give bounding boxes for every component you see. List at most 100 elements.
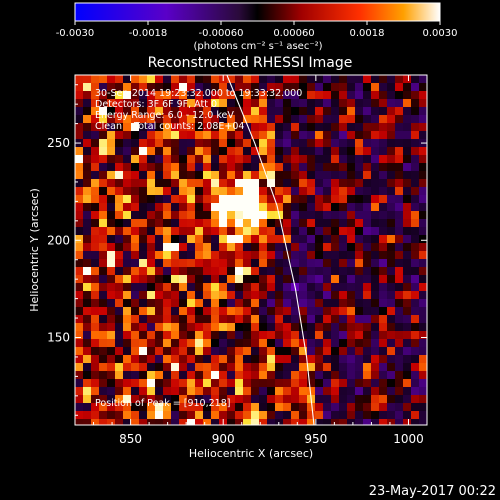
heatmap-cell <box>323 107 332 116</box>
heatmap-cell <box>299 259 308 268</box>
heatmap-cell <box>355 235 364 244</box>
heatmap-cell <box>283 411 292 420</box>
heatmap-cell <box>219 155 228 164</box>
heatmap-cell <box>411 403 420 412</box>
heatmap-cell <box>83 123 92 132</box>
heatmap-cell <box>419 331 427 340</box>
heatmap-cell <box>251 235 260 244</box>
heatmap-cell <box>259 235 268 244</box>
heatmap-cell <box>331 91 340 100</box>
heatmap-cell <box>163 171 172 180</box>
heatmap-cell <box>83 227 92 236</box>
heatmap-cell <box>347 75 356 84</box>
heatmap-cell <box>179 195 188 204</box>
heatmap-cell <box>115 147 124 156</box>
heatmap-cell <box>123 347 132 356</box>
heatmap-cell <box>267 99 276 108</box>
heatmap-cell <box>331 283 340 292</box>
heatmap-cell <box>235 75 244 84</box>
heatmap-cell <box>259 75 268 84</box>
heatmap-cell <box>123 171 132 180</box>
heatmap-cell <box>283 339 292 348</box>
heatmap-cell <box>307 91 316 100</box>
heatmap-cell <box>211 147 220 156</box>
heatmap-cell <box>419 195 427 204</box>
heatmap-cell <box>187 251 196 260</box>
heatmap-cell <box>163 387 172 396</box>
heatmap-cell <box>171 115 180 124</box>
heatmap-cell <box>219 371 228 380</box>
heatmap-cell <box>91 227 100 236</box>
heatmap-cell <box>91 347 100 356</box>
heatmap-cell <box>99 331 108 340</box>
heatmap-cell <box>187 75 196 84</box>
heatmap-cell <box>131 371 140 380</box>
heatmap-cell <box>331 155 340 164</box>
heatmap-cell <box>163 115 172 124</box>
heatmap-cell <box>147 291 156 300</box>
heatmap-cell <box>171 123 180 132</box>
heatmap-cell <box>235 283 244 292</box>
heatmap-cell <box>323 75 332 84</box>
heatmap-cell <box>283 259 292 268</box>
heatmap-cell <box>227 291 236 300</box>
heatmap-cell <box>355 275 364 284</box>
heatmap-cell <box>371 283 380 292</box>
heatmap-cell <box>363 91 372 100</box>
heatmap-cell <box>371 243 380 252</box>
heatmap-cell <box>99 395 108 404</box>
y-tick-label: 200 <box>47 233 70 247</box>
heatmap-cell <box>371 115 380 124</box>
heatmap-cell <box>307 219 316 228</box>
heatmap-cell <box>235 331 244 340</box>
heatmap-cell <box>115 243 124 252</box>
heatmap-cell <box>403 139 412 148</box>
heatmap-cell <box>323 331 332 340</box>
heatmap-cell <box>251 299 260 308</box>
heatmap-cell <box>203 291 212 300</box>
heatmap-cell <box>131 355 140 364</box>
colorbar: -0.0030 -0.0018 -0.00060 0.00060 0.0018 0.003… <box>56 2 458 52</box>
heatmap-cell <box>99 283 108 292</box>
heatmap-cell <box>83 155 92 164</box>
heatmap-cell <box>419 123 427 132</box>
heatmap-cell <box>331 355 340 364</box>
heatmap-cell <box>291 171 300 180</box>
heatmap-cell <box>219 291 228 300</box>
heatmap-cell <box>331 251 340 260</box>
heatmap-cell <box>379 299 388 308</box>
heatmap-cell <box>299 147 308 156</box>
heatmap-cell <box>99 155 108 164</box>
heatmap-cell <box>163 187 172 196</box>
heatmap-cell <box>195 419 204 425</box>
heatmap-cell <box>363 411 372 420</box>
heatmap-cell <box>371 363 380 372</box>
heatmap-cell <box>99 371 108 380</box>
heatmap-cell <box>299 347 308 356</box>
heatmap-cell <box>323 211 332 220</box>
heatmap-cell <box>267 179 276 188</box>
heatmap-cell <box>307 339 316 348</box>
heatmap-cell <box>363 235 372 244</box>
heatmap-cell <box>171 275 180 284</box>
heatmap-cell <box>291 227 300 236</box>
heatmap-cell <box>339 387 348 396</box>
heatmap-cell <box>139 275 148 284</box>
heatmap-cell <box>259 267 268 276</box>
heatmap-cell <box>411 155 420 164</box>
heatmap-cell <box>163 155 172 164</box>
heatmap-cell <box>131 299 140 308</box>
heatmap-cell <box>155 259 164 268</box>
heatmap-cell <box>411 419 420 425</box>
heatmap-cell <box>179 235 188 244</box>
heatmap-cell <box>139 419 148 425</box>
heatmap-cell <box>259 211 268 220</box>
heatmap-cell <box>187 147 196 156</box>
heatmap-cell <box>275 75 284 84</box>
heatmap-cell <box>83 211 92 220</box>
heatmap-cell <box>139 267 148 276</box>
heatmap-cell <box>395 235 404 244</box>
heatmap-cell <box>275 163 284 172</box>
heatmap-cell <box>211 259 220 268</box>
heatmap-cell <box>131 403 140 412</box>
